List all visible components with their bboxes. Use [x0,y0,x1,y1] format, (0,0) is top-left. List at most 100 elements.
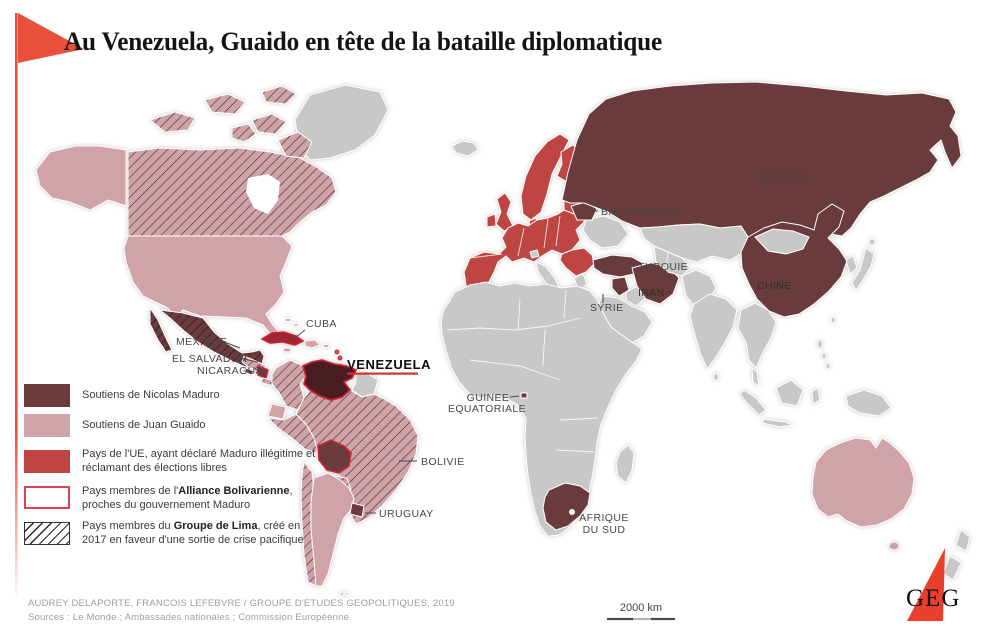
country-switzerland [529,249,540,259]
country-hispaniola [304,339,321,349]
country-syria [611,276,630,297]
country-new-zealand [955,529,971,552]
country-ireland [486,213,497,228]
country-arctic-islands [277,131,313,159]
country-equatorial-guinea [520,392,528,399]
country-korea [845,255,858,275]
geg-logo: GEG [906,548,960,621]
island-sulawesi [811,387,821,405]
island-sri-lanka [713,373,719,381]
country-southeast-asia [737,302,777,369]
country-ecuador [267,403,287,420]
country-argentina [310,472,355,587]
island-philippines [825,362,831,370]
legend: Soutiens de Nicolas Maduro Soutiens de J… [24,384,316,554]
legend-item-eu: Pays de l'UE, ayant déclaré Maduro illég… [24,447,316,476]
hudson-bay [246,174,280,214]
island-java [762,418,795,428]
island-hokkaido [868,238,876,246]
label-bielorussie: BIELORUSSIE [601,206,675,218]
venezuela-underline [347,372,418,375]
label-mexique: MEXIQUE [176,336,227,348]
country-iran [631,262,680,305]
legend-swatch-guaido [24,414,70,437]
page-title: Au Venezuela, Guaido en tête de la batai… [64,27,662,56]
island-madagascar [615,444,635,484]
landmasses [35,81,971,597]
footer-credits: AUDREY DELAPORTE, FRANCOIS LEFEBVRE / GR… [28,598,455,609]
country-mongolia [754,228,810,255]
country-mexico [158,309,265,370]
island-falklands [345,592,349,596]
lesotho-hole [569,509,575,515]
country-central-asia [653,245,691,277]
country-arctic-islands [204,93,246,115]
country-ukraine [582,215,629,249]
country-canada [127,147,337,237]
country-eu-main [463,203,587,293]
country-arctic-islands [148,111,196,133]
country-australia [811,437,915,528]
country-japan [851,247,875,291]
label-turquie: TURQUIE [638,261,688,273]
legend-item-maduro: Soutiens de Nicolas Maduro [24,384,316,407]
label-connectors [223,210,635,514]
legend-swatch-lima [24,521,70,545]
corner-flag [15,13,84,595]
country-scandinavia [520,133,570,221]
island-philippines [821,352,827,360]
legend-item-alba: Pays membres de l'Alliance Bolivarienne,… [24,484,316,513]
country-india [689,293,738,370]
inner-borders [446,215,713,453]
scale-bar: 2000 km [607,602,675,621]
label-afrique-2: DU SUD [583,524,626,536]
country-new-zealand [942,555,962,581]
island-bahamas [284,318,292,322]
label-bolivie: BOLIVIE [421,456,465,468]
label-guinee-2: EQUATORIALE [448,403,526,415]
label-chine: CHINE [757,280,792,292]
flag-pole [15,13,18,595]
label-nicaragua: NICARAGUA [197,365,263,377]
island-philippines [817,339,823,349]
legend-swatch-maduro [24,384,70,407]
island-taiwan [830,316,836,324]
label-syrie: SYRIE [590,302,624,314]
scale-label: 2000 km [620,602,662,614]
legend-item-guaido: Soutiens de Juan Guaido [24,414,316,437]
island-antilles [337,355,343,361]
legend-label: Pays membres du Groupe de Lima, créé en … [82,520,304,547]
country-alaska [35,145,127,211]
country-uk [495,192,514,232]
country-el-salvador [244,367,255,376]
geg-triangle [907,548,945,621]
island-jamaica [282,347,292,353]
country-south-africa [542,482,591,531]
label-guinee-1: GUINEE [467,392,510,404]
island-falklands [339,591,345,597]
country-nicaragua [257,364,269,380]
label-russie: RUSSIE [762,172,804,184]
country-usa [123,235,293,338]
legend-label: Pays membres de l'Alliance Bolivarienne,… [82,484,293,511]
country-mexico [149,306,173,353]
label-cuba: CUBA [306,318,337,330]
label-el-salvador: EL SALVADOR [172,353,247,365]
geg-logo-text: GEG [906,585,960,612]
country-iceland [451,140,479,157]
legend-label: Soutiens de Nicolas Maduro [82,389,220,402]
legend-label: Soutiens de Juan Guaido [82,419,206,432]
island-tasmania [888,541,900,551]
island-sumatra [739,389,767,416]
map-labels: RUSSIE BIELORUSSIE TURQUIE IRAN SYRIE CH… [172,172,804,536]
label-venezuela: VENEZUELA [347,357,431,372]
island-borneo [775,379,804,407]
country-venezuela [301,359,358,401]
country-arctic-islands [261,85,297,105]
continent-africa [440,281,643,537]
legend-item-lima: Pays membres du Groupe de Lima, créé en … [24,519,316,548]
island-puerto-rico [322,344,330,348]
country-bolivia [317,439,352,474]
